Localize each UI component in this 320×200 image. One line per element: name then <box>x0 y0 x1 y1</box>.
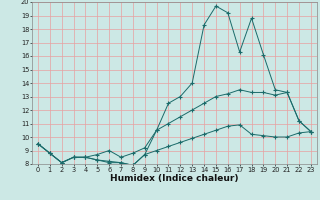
X-axis label: Humidex (Indice chaleur): Humidex (Indice chaleur) <box>110 174 239 183</box>
